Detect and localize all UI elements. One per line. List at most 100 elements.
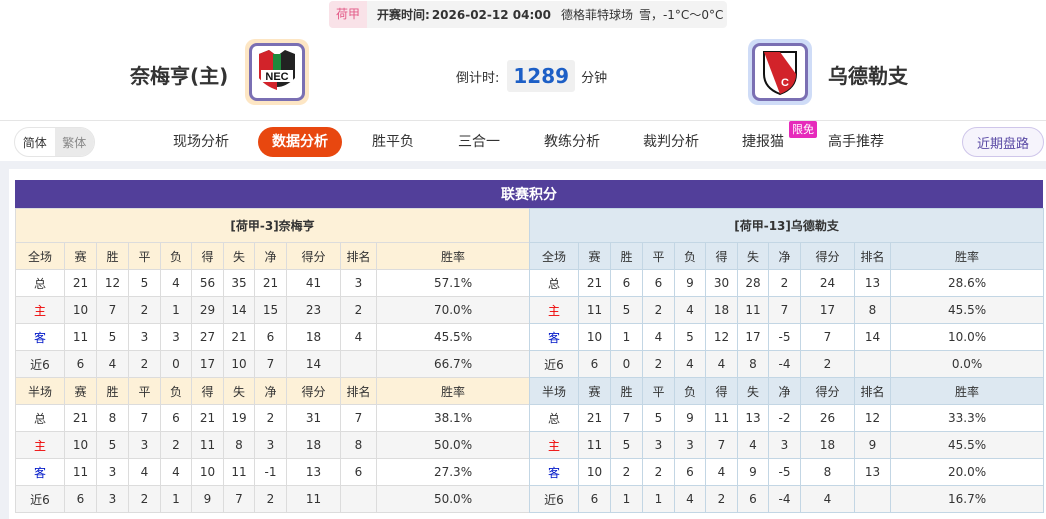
cell: 2	[642, 350, 675, 378]
recent-odds-button[interactable]: 近期盘路	[962, 127, 1044, 157]
countdown-value: 1289	[507, 60, 576, 92]
row-label: 近6	[15, 350, 65, 378]
cell: 6	[160, 404, 192, 432]
table-row: 总 21 7 5 9 11 13 -2 26 12 33.3%	[529, 404, 1045, 432]
column-header: 胜	[96, 242, 129, 270]
column-header: 排名	[854, 242, 891, 270]
column-header: 半场	[529, 377, 579, 405]
cell: 16.7%	[889, 485, 1045, 513]
cell: 8	[340, 431, 377, 459]
cell: 3	[768, 431, 801, 459]
home-team-logo[interactable]: NEC	[245, 39, 309, 105]
cell: 8	[96, 404, 129, 432]
tab-coach-analysis[interactable]: 教练分析	[544, 134, 600, 150]
kickoff-label: 开赛时间:	[377, 8, 430, 22]
cell: 4	[800, 485, 855, 513]
cell: 38.1%	[375, 404, 531, 432]
nec-logo-icon: NEC	[259, 50, 295, 90]
cell	[340, 485, 377, 513]
tab-1x2[interactable]: 胜平负	[372, 134, 414, 150]
cell: 6	[254, 323, 287, 351]
cell: 33.3%	[889, 404, 1045, 432]
free-badge: 限免	[789, 121, 817, 138]
cell: 3	[642, 431, 675, 459]
cell: 28	[737, 269, 769, 297]
cell: 5	[674, 323, 706, 351]
tab-referee-analysis[interactable]: 裁判分析	[643, 134, 699, 150]
cell: 7	[223, 485, 255, 513]
row-label: 客	[529, 458, 579, 486]
column-header: 净	[768, 242, 801, 270]
column-header: 负	[160, 377, 192, 405]
cell: 3	[254, 431, 287, 459]
cell: 12	[705, 323, 738, 351]
traditional-button[interactable]: 繁体	[54, 128, 94, 156]
tab-jiebaomao[interactable]: 捷报猫	[742, 134, 784, 150]
column-header: 赛	[64, 377, 97, 405]
row-label: 总	[15, 269, 65, 297]
column-header: 排名	[340, 242, 377, 270]
cell: 2	[705, 485, 738, 513]
cell: 6	[737, 485, 769, 513]
row-label: 总	[529, 404, 579, 432]
tab-live-analysis[interactable]: 现场分析	[173, 134, 229, 150]
column-header: 赛	[64, 242, 97, 270]
cell: 4	[128, 458, 161, 486]
table-row: 近6 6 3 2 1 9 7 2 11 50.0%	[15, 485, 531, 513]
cell: 30	[705, 269, 738, 297]
column-header: 得	[705, 242, 738, 270]
cell: -1	[254, 458, 287, 486]
cell: 2	[800, 350, 855, 378]
cell: 5	[96, 323, 129, 351]
row-label: 总	[529, 269, 579, 297]
cell: 14	[854, 323, 891, 351]
cell: 21	[223, 323, 255, 351]
column-header: 胜率	[889, 377, 1045, 405]
simplified-button[interactable]: 简体	[22, 135, 47, 150]
cell: 3	[160, 323, 192, 351]
away-team-logo[interactable]: F C	[748, 39, 812, 105]
away-team-name[interactable]: 乌德勒支	[828, 64, 908, 88]
cell: 3	[128, 431, 161, 459]
row-label: 客	[529, 323, 579, 351]
cell: 50.0%	[375, 485, 531, 513]
league-tag[interactable]: 荷甲	[329, 1, 367, 28]
tab-expert-picks[interactable]: 高手推荐	[828, 134, 884, 150]
cell: 27.3%	[375, 458, 531, 486]
cell: 41	[286, 269, 341, 297]
column-header: 胜	[96, 377, 129, 405]
cell: 4	[705, 350, 738, 378]
cell: -4	[768, 350, 801, 378]
cell: 0	[160, 350, 192, 378]
tab-three-in-one[interactable]: 三合一	[458, 134, 500, 150]
cell: 12	[854, 404, 891, 432]
cell	[854, 485, 891, 513]
cell: 66.7%	[375, 350, 531, 378]
column-header: 得分	[286, 377, 341, 405]
cell: 18	[286, 323, 341, 351]
cell: 8	[800, 458, 855, 486]
tab-data-analysis[interactable]: 数据分析	[258, 127, 342, 157]
cell: 6	[674, 458, 706, 486]
cell: 4	[96, 350, 129, 378]
cell: 56	[191, 269, 224, 297]
language-toggle[interactable]: 简体 繁体	[14, 127, 95, 157]
cell: 1	[642, 485, 675, 513]
cell: 11	[286, 485, 341, 513]
cell: 3	[340, 269, 377, 297]
cell: 11	[705, 404, 738, 432]
cell: 6	[578, 485, 611, 513]
cell: 6	[578, 350, 611, 378]
cell: 9	[674, 404, 706, 432]
cell: 21	[191, 404, 224, 432]
cell: 5	[96, 431, 129, 459]
column-header: 负	[160, 242, 192, 270]
cell: 3	[96, 485, 129, 513]
cell: 9	[737, 458, 769, 486]
row-label: 主	[529, 431, 579, 459]
home-team-name[interactable]: 奈梅亨(主)	[130, 64, 229, 88]
column-header: 平	[128, 242, 161, 270]
column-header: 净	[254, 242, 287, 270]
utrecht-logo-icon: F C	[763, 51, 797, 96]
cell: 2	[128, 350, 161, 378]
